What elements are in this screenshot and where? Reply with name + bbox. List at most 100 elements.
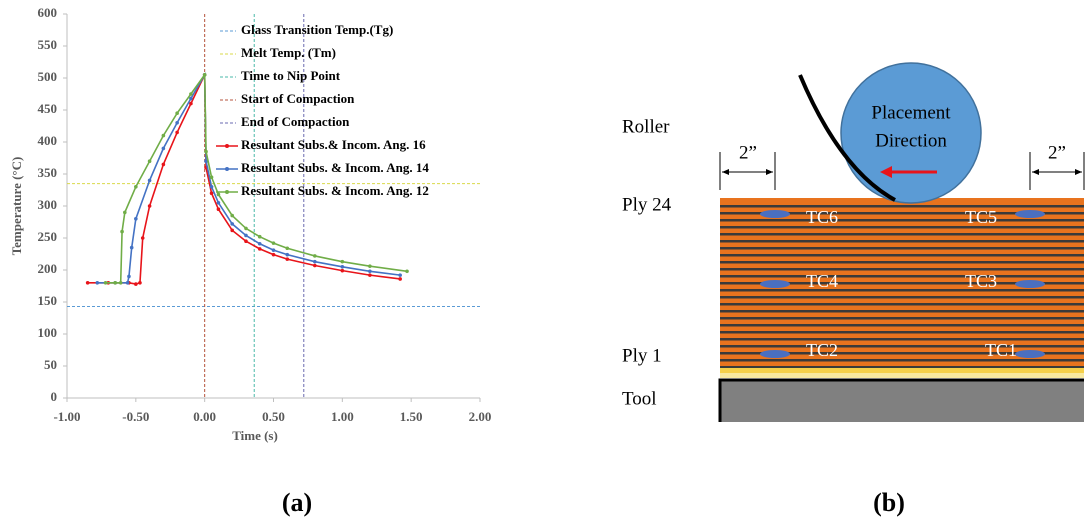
edge-label: 2” [739, 142, 757, 163]
marker [244, 233, 248, 238]
marker [340, 268, 345, 273]
marker [189, 101, 193, 106]
tool-edge [718, 378, 1084, 422]
ply-label: Ply 1 [622, 345, 662, 366]
marker [175, 111, 179, 115]
marker [230, 222, 234, 226]
marker [161, 133, 166, 138]
ply-line [720, 268, 1084, 271]
ply-line [720, 331, 1084, 334]
legend-label: Resultant Subs.& Incom. Ang. 16 [241, 137, 426, 152]
tc-label: TC5 [965, 207, 997, 227]
caption: (a) [282, 488, 312, 517]
edge-label: 2” [1048, 142, 1066, 163]
ply-line [720, 352, 1084, 355]
marker [140, 236, 145, 240]
legend-label: Time to Nip Point [241, 68, 341, 83]
y-tick-label: 0 [51, 389, 58, 404]
marker [313, 254, 317, 258]
marker [209, 185, 214, 189]
marker [147, 159, 152, 163]
marker [103, 281, 108, 285]
tool-label: Tool [622, 388, 657, 409]
x-tick-label: 0.50 [262, 409, 285, 424]
ply-line [720, 317, 1084, 320]
x-tick-label: -1.00 [53, 409, 80, 424]
marker [202, 73, 207, 77]
series-line [87, 74, 401, 285]
ply-label: Ply 24 [622, 194, 672, 215]
marker [257, 247, 262, 251]
marker [398, 273, 402, 277]
dimension [719, 152, 1085, 190]
marker [257, 234, 262, 239]
ply-stripes [720, 205, 1084, 369]
marker [204, 159, 208, 163]
tc-label: TC1 [985, 340, 1017, 360]
marker [189, 92, 193, 96]
marker [175, 121, 179, 125]
ply-line [720, 310, 1084, 313]
legend-label: Start of Compaction [241, 91, 355, 106]
y-tick-label: 100 [38, 325, 58, 340]
y-tick-label: 550 [38, 37, 58, 52]
legend-label: End of Compaction [241, 114, 350, 129]
marker [313, 263, 317, 268]
marker [216, 207, 221, 211]
legend-marker [225, 190, 229, 194]
y-tick-label: 50 [44, 357, 57, 372]
marker [244, 239, 248, 243]
marker [175, 130, 179, 135]
tc-label: TC2 [806, 340, 838, 360]
legend-label: Resultant Subs. & Incom. Ang. 12 [241, 183, 429, 198]
y-axis-label: Temperature (°C) [9, 157, 24, 256]
legend-label: Glass Transition Temp.(Tg) [241, 22, 393, 37]
tape [798, 74, 896, 202]
marker [120, 229, 124, 234]
ply-line [720, 226, 1084, 229]
marker [271, 252, 276, 257]
ply-line [720, 366, 1084, 369]
ply-line [720, 247, 1084, 250]
y-tick-label: 450 [38, 101, 58, 116]
y-tick-label: 200 [38, 261, 58, 276]
marker [340, 259, 345, 264]
marker [285, 257, 290, 261]
marker [147, 178, 152, 183]
release-film [720, 373, 1084, 378]
marker [113, 281, 117, 285]
tc-label: TC6 [806, 207, 838, 227]
marker [134, 217, 138, 221]
x-tick-label: 1.00 [331, 409, 354, 424]
direction-label: Placement [871, 102, 951, 123]
marker [230, 213, 234, 218]
marker [134, 185, 138, 189]
ply-line [720, 254, 1084, 257]
ply-line [720, 359, 1084, 362]
release-layer [720, 368, 1084, 373]
marker [129, 245, 134, 250]
ply-line [720, 338, 1084, 341]
marker [161, 162, 166, 167]
tc-label: TC3 [965, 271, 997, 291]
ply-line [720, 303, 1084, 306]
ply-line [720, 275, 1084, 278]
marker [118, 281, 123, 285]
marker [271, 248, 276, 252]
ply-line [720, 205, 1084, 208]
x-tick-label: 1.50 [400, 409, 423, 424]
marker [138, 281, 142, 285]
marker [244, 226, 248, 231]
caption: (b) [873, 488, 905, 517]
marker [340, 265, 345, 269]
ply-line [720, 282, 1084, 285]
marker [123, 210, 127, 215]
marker [398, 277, 402, 281]
marker [204, 149, 208, 154]
marker [405, 269, 409, 274]
ply-line [720, 261, 1084, 264]
marker [285, 252, 290, 257]
y-tick-label: 250 [38, 229, 58, 244]
marker [127, 274, 131, 279]
